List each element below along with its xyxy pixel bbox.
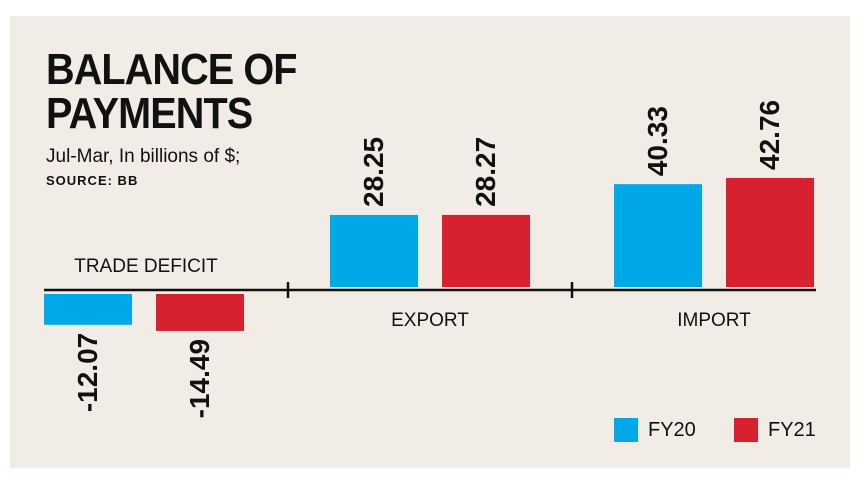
- value-label-export-fy20: 28.25: [358, 137, 389, 207]
- legend-swatch-fy21: [734, 418, 758, 442]
- legend-swatch-fy20: [614, 418, 638, 442]
- title-line-1: BALANCE OF: [46, 45, 297, 94]
- value-label-import-fy20: 40.33: [642, 106, 673, 176]
- source-note: SOURCE: BB: [46, 173, 139, 188]
- value-label-trade-deficit-fy21: -14.49: [184, 339, 215, 418]
- bar-import-fy21: [726, 177, 814, 287]
- legend-label-fy21: FY21: [768, 418, 816, 441]
- value-label-export-fy21: 28.27: [470, 137, 501, 207]
- bar-export-fy20: [330, 214, 418, 287]
- bar-export-fy21: [442, 214, 530, 287]
- legend-label-fy20: FY20: [648, 418, 696, 441]
- category-label-trade-deficit: TRADE DEFICIT: [74, 256, 218, 277]
- bar-trade-deficit-fy20: [44, 294, 132, 325]
- chart-title: BALANCE OF PAYMENTS: [46, 48, 297, 136]
- bar-import-fy20: [614, 184, 702, 287]
- category-label-import: IMPORT: [677, 310, 751, 331]
- category-label-export: EXPORT: [391, 310, 469, 331]
- chart-panel: [10, 16, 850, 468]
- legend-item-fy20: FY20: [614, 418, 696, 442]
- chart-subtitle: Jul-Mar, In billions of $;: [46, 146, 241, 167]
- value-label-trade-deficit-fy20: -12.07: [72, 333, 103, 412]
- value-label-import-fy21: 42.76: [754, 100, 785, 170]
- legend-item-fy21: FY21: [734, 418, 816, 442]
- bar-trade-deficit-fy21: [156, 294, 244, 331]
- title-line-2: PAYMENTS: [46, 89, 253, 138]
